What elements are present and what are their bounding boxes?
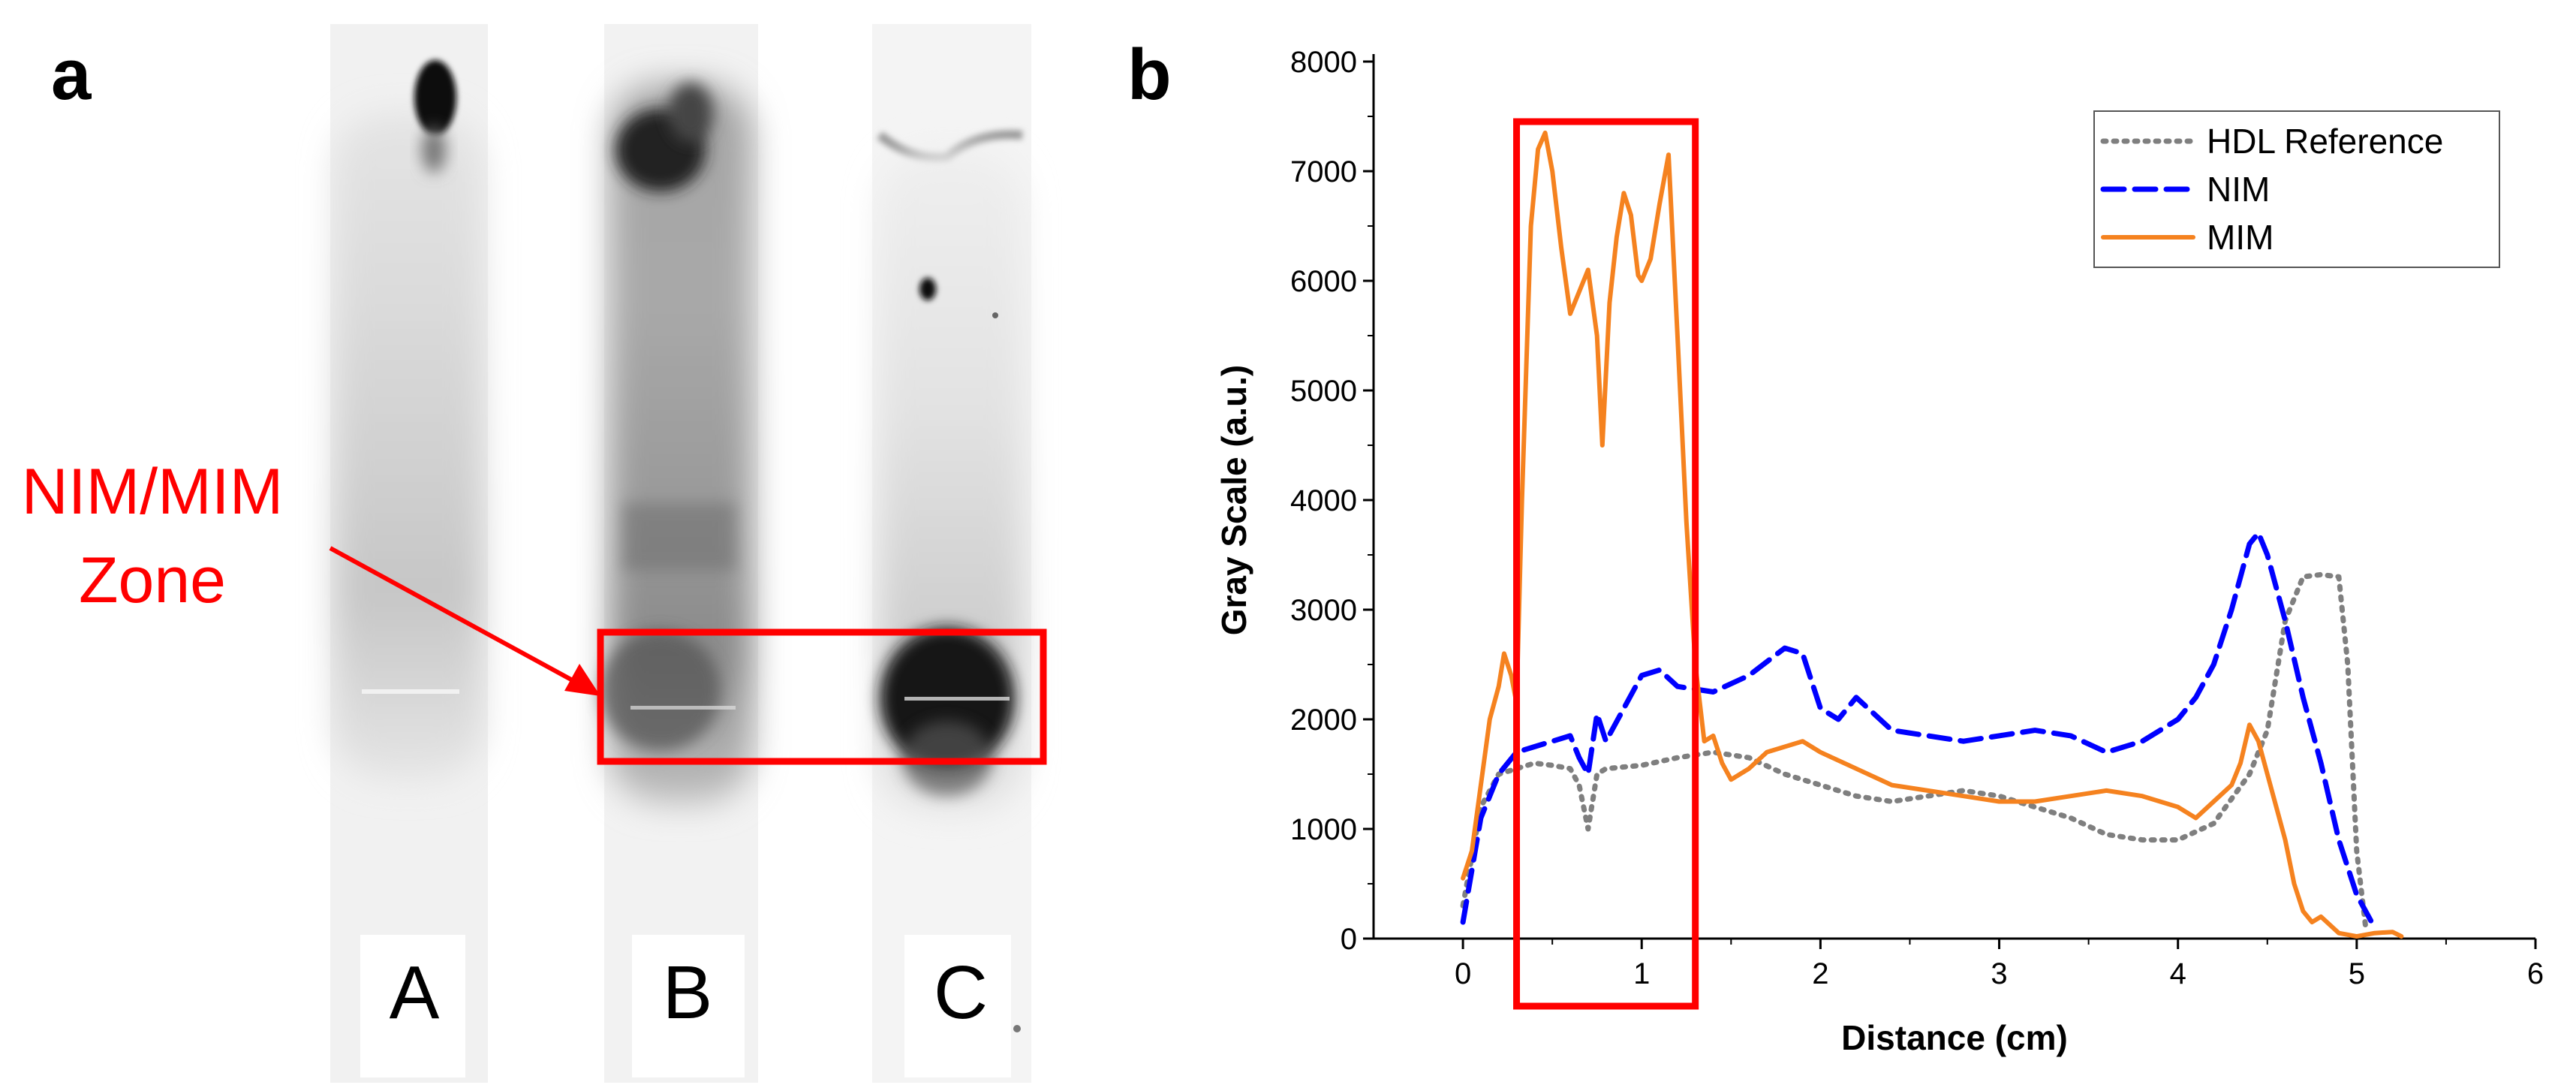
chart-series — [1460, 130, 2404, 939]
y-axis-title: Gray Scale (a.u.) — [1214, 365, 1253, 636]
legend-label-mim: MIM — [2207, 218, 2274, 257]
nim-mim-zone-box — [597, 628, 1047, 765]
lane-label-b: B — [662, 951, 713, 1035]
x-tick-label: 3 — [1991, 957, 2007, 990]
x-tick-label: 4 — [2170, 957, 2186, 990]
lane-c-label-box — [904, 935, 1011, 1077]
y-tick-label: 3000 — [1290, 594, 1357, 627]
y-tick-label: 7000 — [1290, 155, 1357, 188]
x-axis-title: Distance (cm) — [1841, 1018, 2068, 1057]
lane-a-label-box — [360, 935, 465, 1077]
zone-arrow — [329, 546, 600, 696]
legend-label-hdl-reference: HDL Reference — [2207, 122, 2443, 161]
lane-label-c: C — [933, 951, 989, 1035]
zone-label-line2: Zone — [78, 544, 227, 616]
y-tick-label: 8000 — [1290, 46, 1357, 79]
gel-lane-a — [330, 24, 488, 1083]
y-tick-label: 1000 — [1290, 813, 1357, 846]
y-tick-label: 0 — [1341, 923, 1357, 956]
y-tick-label: 6000 — [1290, 265, 1357, 298]
x-tick-label: 1 — [1633, 957, 1650, 990]
y-tick-label: 5000 — [1290, 375, 1357, 408]
y-tick-label: 2000 — [1290, 704, 1357, 737]
lane-label-a: A — [389, 951, 440, 1035]
chart-highlight — [1513, 118, 1699, 1010]
panel-a-label: a — [51, 35, 92, 115]
chart-axes: 0 1000 2000 3000 4000 5000 6000 7000 8000 0 1 2 3 4 5 6… — [1214, 46, 2544, 1057]
zone-label-line1: NIM/MIM — [21, 456, 284, 528]
highlight-box — [1513, 118, 1699, 1010]
y-tick-label: 4000 — [1290, 484, 1357, 517]
series-line-mim — [1461, 130, 2404, 939]
legend-label-nim: NIM — [2207, 170, 2270, 209]
series-line-hdl-reference — [1460, 571, 2369, 930]
series-line-nim — [1460, 530, 2378, 930]
gel-lane-b — [600, 24, 758, 1083]
gel-lane-c — [872, 24, 1031, 1083]
x-tick-label: 6 — [2527, 957, 2544, 990]
chart-legend: HDL Reference NIM MIM — [2093, 110, 2500, 268]
panel-b-label: b — [1127, 35, 1172, 115]
lane-b-label-box — [632, 935, 745, 1077]
legend-box — [2093, 110, 2500, 268]
x-tick-label: 0 — [1455, 957, 1471, 990]
x-tick-label: 2 — [1812, 957, 1828, 990]
x-tick-label: 5 — [2349, 957, 2365, 990]
